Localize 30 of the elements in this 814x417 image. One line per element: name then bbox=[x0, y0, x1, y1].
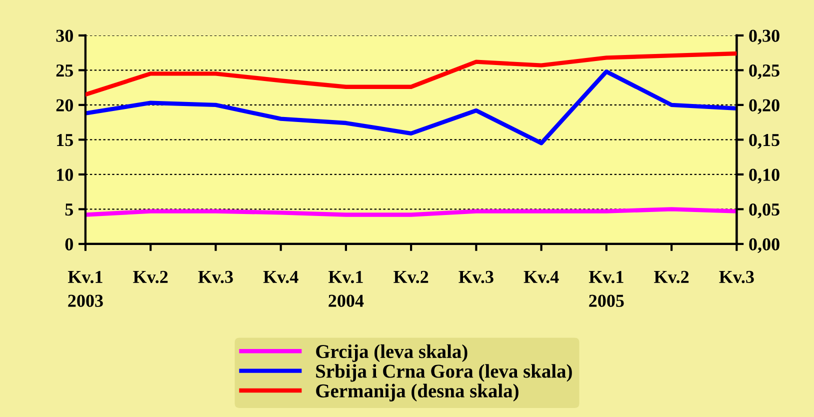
x-tick-label: Kv.1 2004 bbox=[328, 270, 364, 307]
y2-tick-label: 0,30 bbox=[749, 30, 780, 45]
x-tick-label: Kv.2 bbox=[394, 270, 428, 284]
y-tick-label: 10 bbox=[57, 168, 73, 181]
y-tick-label: 5 bbox=[65, 204, 74, 216]
line-series bbox=[85, 70, 737, 146]
x-tick-label: Kv.1 2003 bbox=[68, 270, 103, 307]
y2-tick-label: 0,05 bbox=[749, 203, 780, 218]
legend-label: Srbija i Crna Gora (leva skala) bbox=[316, 364, 572, 382]
line-series bbox=[85, 51, 737, 97]
legend-label: Germanija (desna skala) bbox=[316, 384, 518, 402]
y2-tick-label: 0,10 bbox=[749, 168, 780, 184]
y2-tick-label: 0,00 bbox=[749, 238, 780, 254]
x-tick-label: Kv.3 bbox=[719, 270, 754, 284]
x-tick-label: Kv.4 bbox=[263, 270, 298, 284]
y-tick-label: 30 bbox=[56, 30, 73, 42]
x-tick-label: Kv.3 bbox=[458, 270, 494, 284]
y2-tick-label: 0,20 bbox=[749, 99, 780, 114]
y-tick-label: 20 bbox=[56, 99, 73, 112]
x-tick-label: Kv.2 bbox=[133, 270, 168, 284]
x-tick-label: Kv.4 bbox=[524, 270, 559, 284]
x-tick-label: Kv.3 bbox=[198, 270, 233, 284]
y-tick-label: 25 bbox=[56, 64, 74, 77]
y2-tick-label: 0,15 bbox=[749, 134, 780, 149]
legend-label: Grcija (leva skala) bbox=[316, 344, 468, 362]
y-tick-label: 0 bbox=[65, 238, 73, 250]
y2-tick-label: 0,25 bbox=[749, 64, 780, 80]
y-tick-label: 15 bbox=[57, 134, 74, 146]
x-tick-label: Kv.2 bbox=[654, 270, 689, 284]
x-tick-label: Kv.1 2005 bbox=[588, 270, 624, 307]
